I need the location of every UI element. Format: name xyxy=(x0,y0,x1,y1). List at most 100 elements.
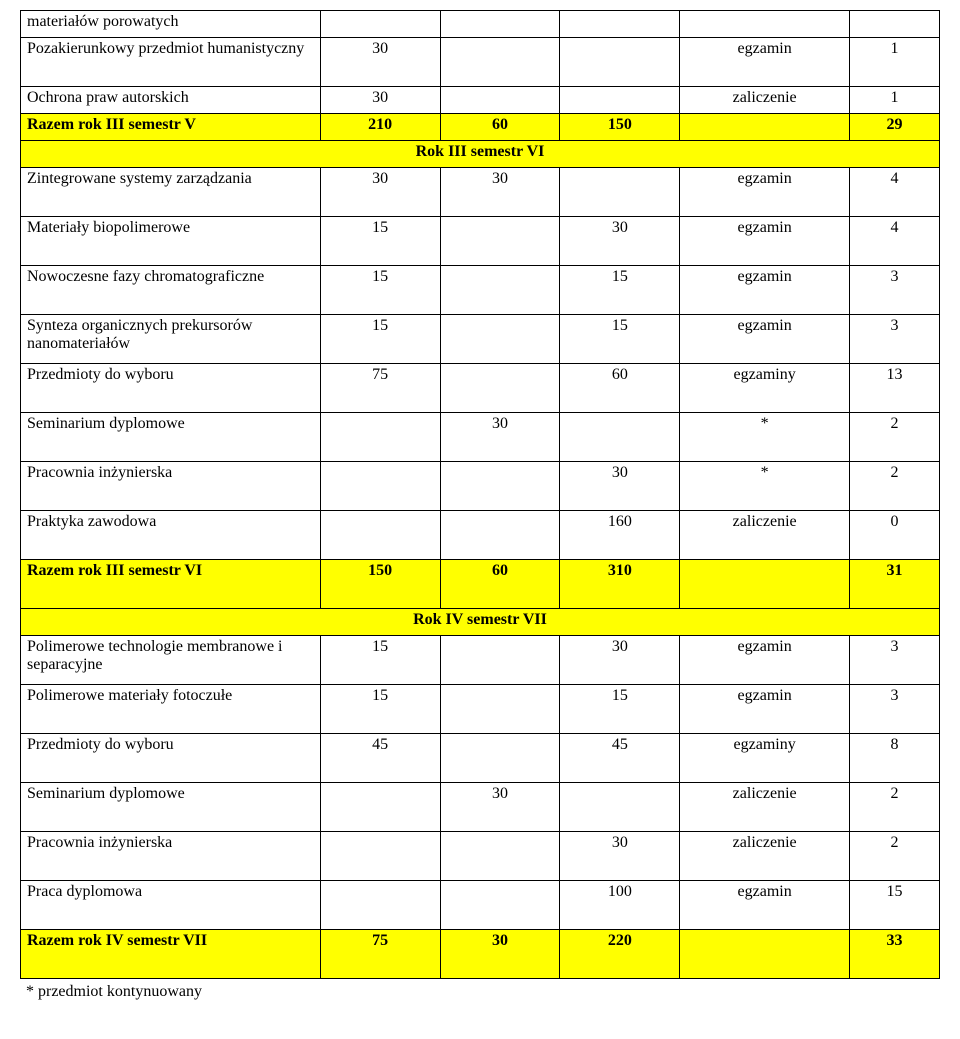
cell-label: Polimerowe materiały fotoczułe xyxy=(21,685,321,734)
cell: 30 xyxy=(440,168,560,217)
cell xyxy=(680,560,850,609)
cell xyxy=(560,783,680,832)
cell xyxy=(440,11,560,38)
table-row: Synteza organicznych prekursorów nanomat… xyxy=(21,315,940,364)
cell: 15 xyxy=(320,266,440,315)
table-row: Pracownia inżynierska 30 zaliczenie 2 xyxy=(21,832,940,881)
cell: 30 xyxy=(440,930,560,979)
cell-label: Praca dyplomowa xyxy=(21,881,321,930)
cell: 15 xyxy=(320,636,440,685)
table-row: Praktyka zawodowa 160 zaliczenie 0 xyxy=(21,511,940,560)
cell xyxy=(560,38,680,87)
section-label: Rok IV semestr VII xyxy=(21,609,940,636)
cell: 150 xyxy=(560,114,680,141)
cell: 3 xyxy=(850,315,940,364)
table-row: Polimerowe technologie membranowe i sepa… xyxy=(21,636,940,685)
cell xyxy=(320,511,440,560)
cell xyxy=(320,832,440,881)
cell: 4 xyxy=(850,168,940,217)
cell: zaliczenie xyxy=(680,832,850,881)
cell: egzamin xyxy=(680,636,850,685)
cell-label: Zintegrowane systemy zarządzania xyxy=(21,168,321,217)
cell xyxy=(440,734,560,783)
cell: 220 xyxy=(560,930,680,979)
cell-label: Seminarium dyplomowe xyxy=(21,783,321,832)
cell xyxy=(320,881,440,930)
cell: 1 xyxy=(850,87,940,114)
table-row: Nowoczesne fazy chromatograficzne 15 15 … xyxy=(21,266,940,315)
cell: 310 xyxy=(560,560,680,609)
cell: zaliczenie xyxy=(680,783,850,832)
cell-label: Razem rok III semestr V xyxy=(21,114,321,141)
cell: 8 xyxy=(850,734,940,783)
cell: 30 xyxy=(320,87,440,114)
cell xyxy=(560,11,680,38)
cell: zaliczenie xyxy=(680,87,850,114)
cell: 2 xyxy=(850,462,940,511)
table-row: materiałów porowatych xyxy=(21,11,940,38)
cell: egzamin xyxy=(680,315,850,364)
cell xyxy=(320,462,440,511)
cell: 60 xyxy=(560,364,680,413)
cell: 2 xyxy=(850,832,940,881)
table-row-total: Razem rok III semestr VI 150 60 310 31 xyxy=(21,560,940,609)
cell: egzamin xyxy=(680,266,850,315)
cell: egzamin xyxy=(680,38,850,87)
cell: 30 xyxy=(320,38,440,87)
table-row: Ochrona praw autorskich 30 zaliczenie 1 xyxy=(21,87,940,114)
table-row: Przedmioty do wyboru 75 60 egzaminy 13 xyxy=(21,364,940,413)
cell xyxy=(560,168,680,217)
cell: 15 xyxy=(560,266,680,315)
table-row: Zintegrowane systemy zarządzania 30 30 e… xyxy=(21,168,940,217)
cell: egzaminy xyxy=(680,364,850,413)
cell: 31 xyxy=(850,560,940,609)
cell: egzaminy xyxy=(680,734,850,783)
cell xyxy=(680,11,850,38)
cell-label: Praktyka zawodowa xyxy=(21,511,321,560)
cell: 3 xyxy=(850,685,940,734)
cell: 0 xyxy=(850,511,940,560)
cell: 15 xyxy=(560,685,680,734)
cell: 210 xyxy=(320,114,440,141)
table-row-total: Razem rok IV semestr VII 75 30 220 33 xyxy=(21,930,940,979)
cell-label: Seminarium dyplomowe xyxy=(21,413,321,462)
cell xyxy=(680,114,850,141)
cell-label: Polimerowe technologie membranowe i sepa… xyxy=(21,636,321,685)
cell: 30 xyxy=(440,783,560,832)
cell: egzamin xyxy=(680,217,850,266)
cell xyxy=(440,881,560,930)
cell: 15 xyxy=(320,685,440,734)
cell xyxy=(440,462,560,511)
cell-label: Nowoczesne fazy chromatograficzne xyxy=(21,266,321,315)
cell xyxy=(320,11,440,38)
cell xyxy=(440,315,560,364)
cell xyxy=(560,413,680,462)
cell-label: Przedmioty do wyboru xyxy=(21,364,321,413)
cell xyxy=(440,364,560,413)
cell: 60 xyxy=(440,560,560,609)
cell: 13 xyxy=(850,364,940,413)
cell: 160 xyxy=(560,511,680,560)
cell xyxy=(560,87,680,114)
section-header: Rok IV semestr VII xyxy=(21,609,940,636)
cell: 75 xyxy=(320,364,440,413)
cell: 2 xyxy=(850,413,940,462)
curriculum-table: materiałów porowatych Pozakierunkowy prz… xyxy=(20,10,940,979)
table-row: Polimerowe materiały fotoczułe 15 15 egz… xyxy=(21,685,940,734)
cell xyxy=(440,511,560,560)
cell: 15 xyxy=(850,881,940,930)
cell-label: Przedmioty do wyboru xyxy=(21,734,321,783)
cell xyxy=(440,266,560,315)
cell-label: Razem rok IV semestr VII xyxy=(21,930,321,979)
cell xyxy=(440,38,560,87)
cell: 75 xyxy=(320,930,440,979)
cell: 1 xyxy=(850,38,940,87)
cell xyxy=(850,11,940,38)
cell xyxy=(440,87,560,114)
cell-label: Pracownia inżynierska xyxy=(21,462,321,511)
table-row: Materiały biopolimerowe 15 30 egzamin 4 xyxy=(21,217,940,266)
cell: 45 xyxy=(560,734,680,783)
cell-label: Pracownia inżynierska xyxy=(21,832,321,881)
cell: 60 xyxy=(440,114,560,141)
cell: 30 xyxy=(560,462,680,511)
